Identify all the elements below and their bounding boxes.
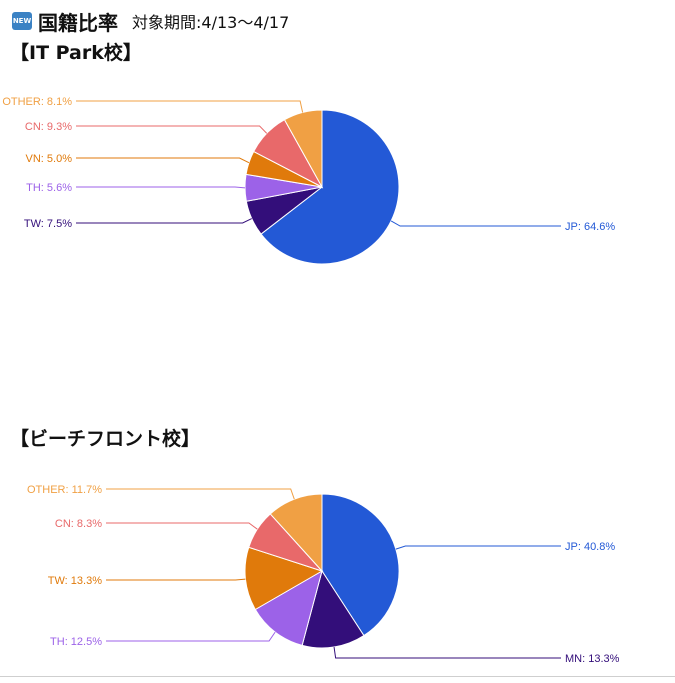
pie-slice-other (283, 109, 323, 189)
data-label-jp: JP: 40.8% (565, 541, 615, 553)
divider (0, 676, 675, 677)
page-header: NEW 国籍比率 対象期間:4/13〜4/17 (12, 8, 290, 35)
pie-slice-jp (260, 109, 400, 265)
leader-line-jp (395, 545, 561, 550)
pie-slice-th (254, 569, 323, 647)
data-label-other: OTHER: 8.1% (2, 96, 72, 108)
period-label: 対象期間:4/13〜4/17 (132, 13, 290, 32)
pie-slice-mn (301, 569, 365, 649)
pie-chart-it-park: JP: 64.6% TW: 7.5% TH: 5.6% VN: 5.0% CN: 9.3… (2, 96, 615, 265)
data-label-other: OTHER: 11.7% (27, 484, 102, 496)
pie-chart-beachfront: JP: 40.8% MN: 13.3% TH: 12.5% TW: 13.3% CN: … (27, 484, 620, 665)
leader-line-th (76, 186, 246, 189)
leader-line-cn (76, 125, 268, 134)
data-label-tw: TW: 13.3% (48, 575, 102, 587)
leader-line-other (106, 488, 295, 500)
section-title-beachfront: 【ビーチフロント校】 (10, 428, 201, 450)
leader-line-mn (333, 646, 561, 659)
new-icon: NEW (12, 12, 32, 30)
leader-line-tw (106, 578, 246, 581)
leader-line-jp (390, 220, 561, 227)
data-label-mn: MN: 13.3% (565, 653, 620, 665)
section-title-it-park: 【IT Park校】 (10, 42, 142, 64)
data-label-th: TH: 5.6% (26, 182, 72, 194)
pie-slice-tw (244, 546, 324, 611)
leader-line-cn (106, 522, 258, 530)
data-label-tw: TW: 7.5% (24, 218, 72, 230)
data-label-th: TH: 12.5% (50, 636, 102, 648)
data-label-cn: CN: 8.3% (55, 518, 102, 530)
leader-line-th (106, 631, 276, 642)
data-label-cn: CN: 9.3% (25, 121, 72, 133)
leader-line-other (76, 100, 304, 113)
page-title: 国籍比率 (38, 10, 118, 35)
leader-line-vn (76, 157, 250, 164)
data-label-vn: VN: 5.0% (26, 153, 73, 165)
leader-line-tw (76, 218, 252, 224)
data-label-jp: JP: 64.6% (565, 221, 615, 233)
